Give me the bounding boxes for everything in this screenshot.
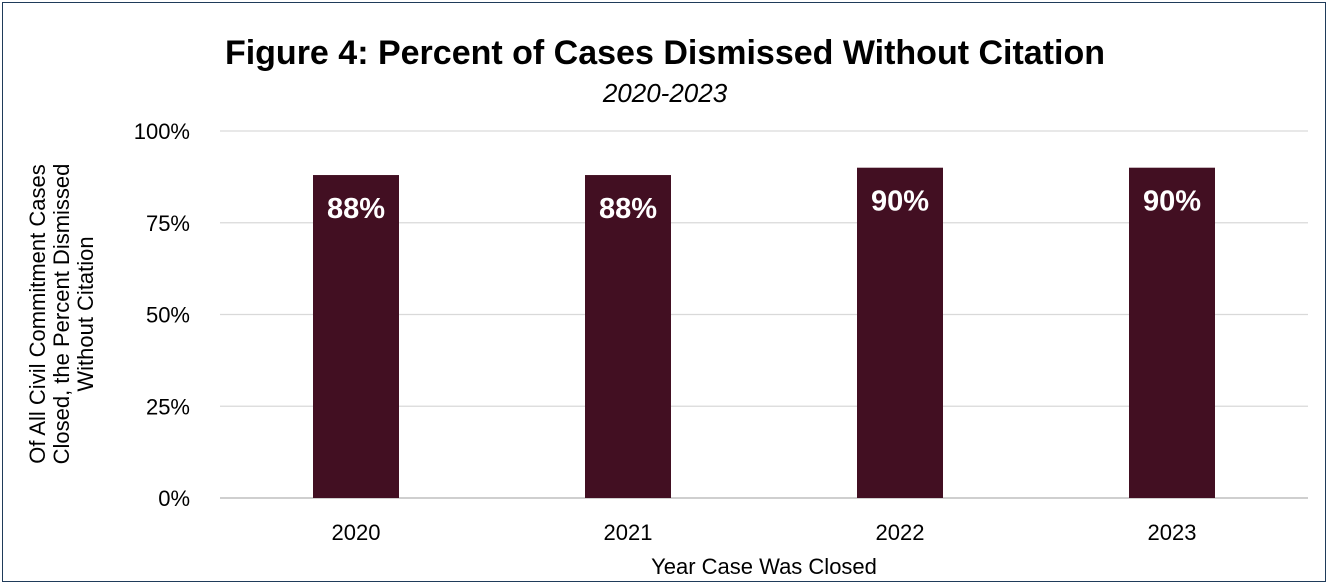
- y-tick-label: 25%: [146, 394, 190, 419]
- x-tick-label: 2021: [604, 520, 653, 545]
- data-label: 90%: [1143, 186, 1201, 218]
- bar: [313, 175, 399, 499]
- data-label: 88%: [327, 193, 385, 225]
- bar: [857, 167, 943, 498]
- x-tick-label: 2022: [876, 520, 925, 545]
- y-tick-label: 0%: [158, 486, 190, 511]
- bar: [1129, 167, 1215, 498]
- y-tick-label: 50%: [146, 303, 190, 328]
- x-tick-label: 2020: [332, 520, 381, 545]
- chart-title: Figure 4: Percent of Cases Dismissed Wit…: [224, 34, 1106, 72]
- bar: [585, 175, 671, 499]
- x-axis-label: Year Case Was Closed: [651, 554, 877, 579]
- x-tick-label: 2023: [1148, 520, 1197, 545]
- y-tick-label: 100%: [134, 119, 190, 144]
- data-label: 88%: [599, 193, 657, 225]
- data-label: 90%: [871, 186, 929, 218]
- y-tick-label: 75%: [146, 211, 190, 236]
- chart-subtitle: 2020-2023: [602, 78, 728, 108]
